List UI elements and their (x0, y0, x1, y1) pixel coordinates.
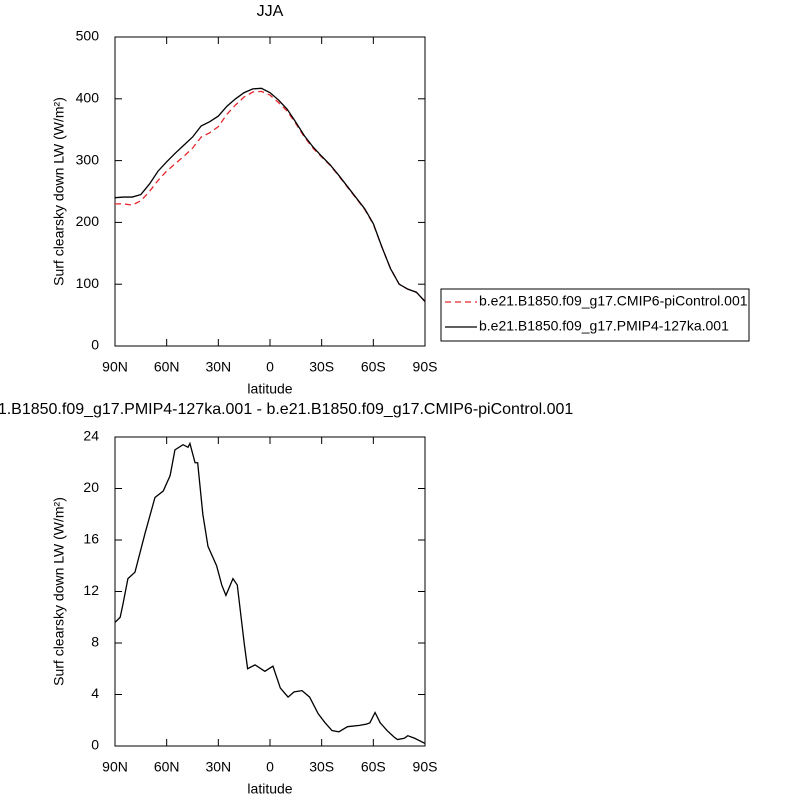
series-line (115, 90, 426, 302)
legend-label: b.e21.B1850.f09_g17.PMIP4-127ka.001 (479, 318, 729, 334)
x-tick-label: 60N (154, 359, 180, 375)
y-tick-label: 300 (76, 151, 100, 167)
chart-title: JJA (257, 3, 284, 20)
x-tick-label: 30N (205, 359, 231, 375)
x-tick-label: 30N (205, 759, 231, 775)
y-tick-label: 8 (91, 634, 99, 650)
x-axis-label: latitude (247, 381, 292, 397)
y-tick-label: 0 (91, 737, 99, 753)
y-tick-label: 500 (76, 28, 100, 44)
x-tick-label: 30S (309, 359, 334, 375)
y-axis-label: Surf clearsky down LW (W/m²) (51, 97, 67, 286)
legend-box (440, 288, 750, 342)
data-line (114, 441, 426, 745)
legend-label: b.e21.B1850.f09_g17.CMIP6-piControl.001 (479, 293, 748, 309)
x-tick-label: 60S (361, 359, 386, 375)
y-tick-label: 20 (83, 479, 99, 495)
x-tick-label: 90S (413, 759, 438, 775)
y-tick-label: 400 (76, 90, 100, 106)
x-tick-label: 90N (102, 759, 128, 775)
y-tick-label: 100 (76, 275, 100, 291)
x-tick-label: 0 (266, 359, 274, 375)
y-tick-label: 200 (76, 213, 100, 229)
x-tick-label: 30S (309, 759, 334, 775)
y-tick-label: 16 (83, 531, 99, 547)
series-line (114, 87, 426, 302)
chart-title: b.e21.B1850.f09_g17.PMIP4-127ka.001 - b.… (0, 401, 573, 418)
y-tick-label: 24 (83, 428, 99, 444)
x-tick-label: 60S (361, 759, 386, 775)
y-tick-label: 4 (91, 685, 99, 701)
y-tick-label: 0 (91, 337, 99, 353)
plot-frame (114, 436, 426, 747)
x-tick-label: 90S (413, 359, 438, 375)
y-tick-label: 12 (83, 582, 99, 598)
x-tick-label: 60N (154, 759, 180, 775)
x-tick-label: 90N (102, 359, 128, 375)
x-tick-label: 0 (266, 759, 274, 775)
x-axis-label: latitude (247, 781, 292, 797)
y-axis-label: Surf clearsky down LW (W/m²) (51, 497, 67, 686)
plot-frame (114, 36, 426, 347)
